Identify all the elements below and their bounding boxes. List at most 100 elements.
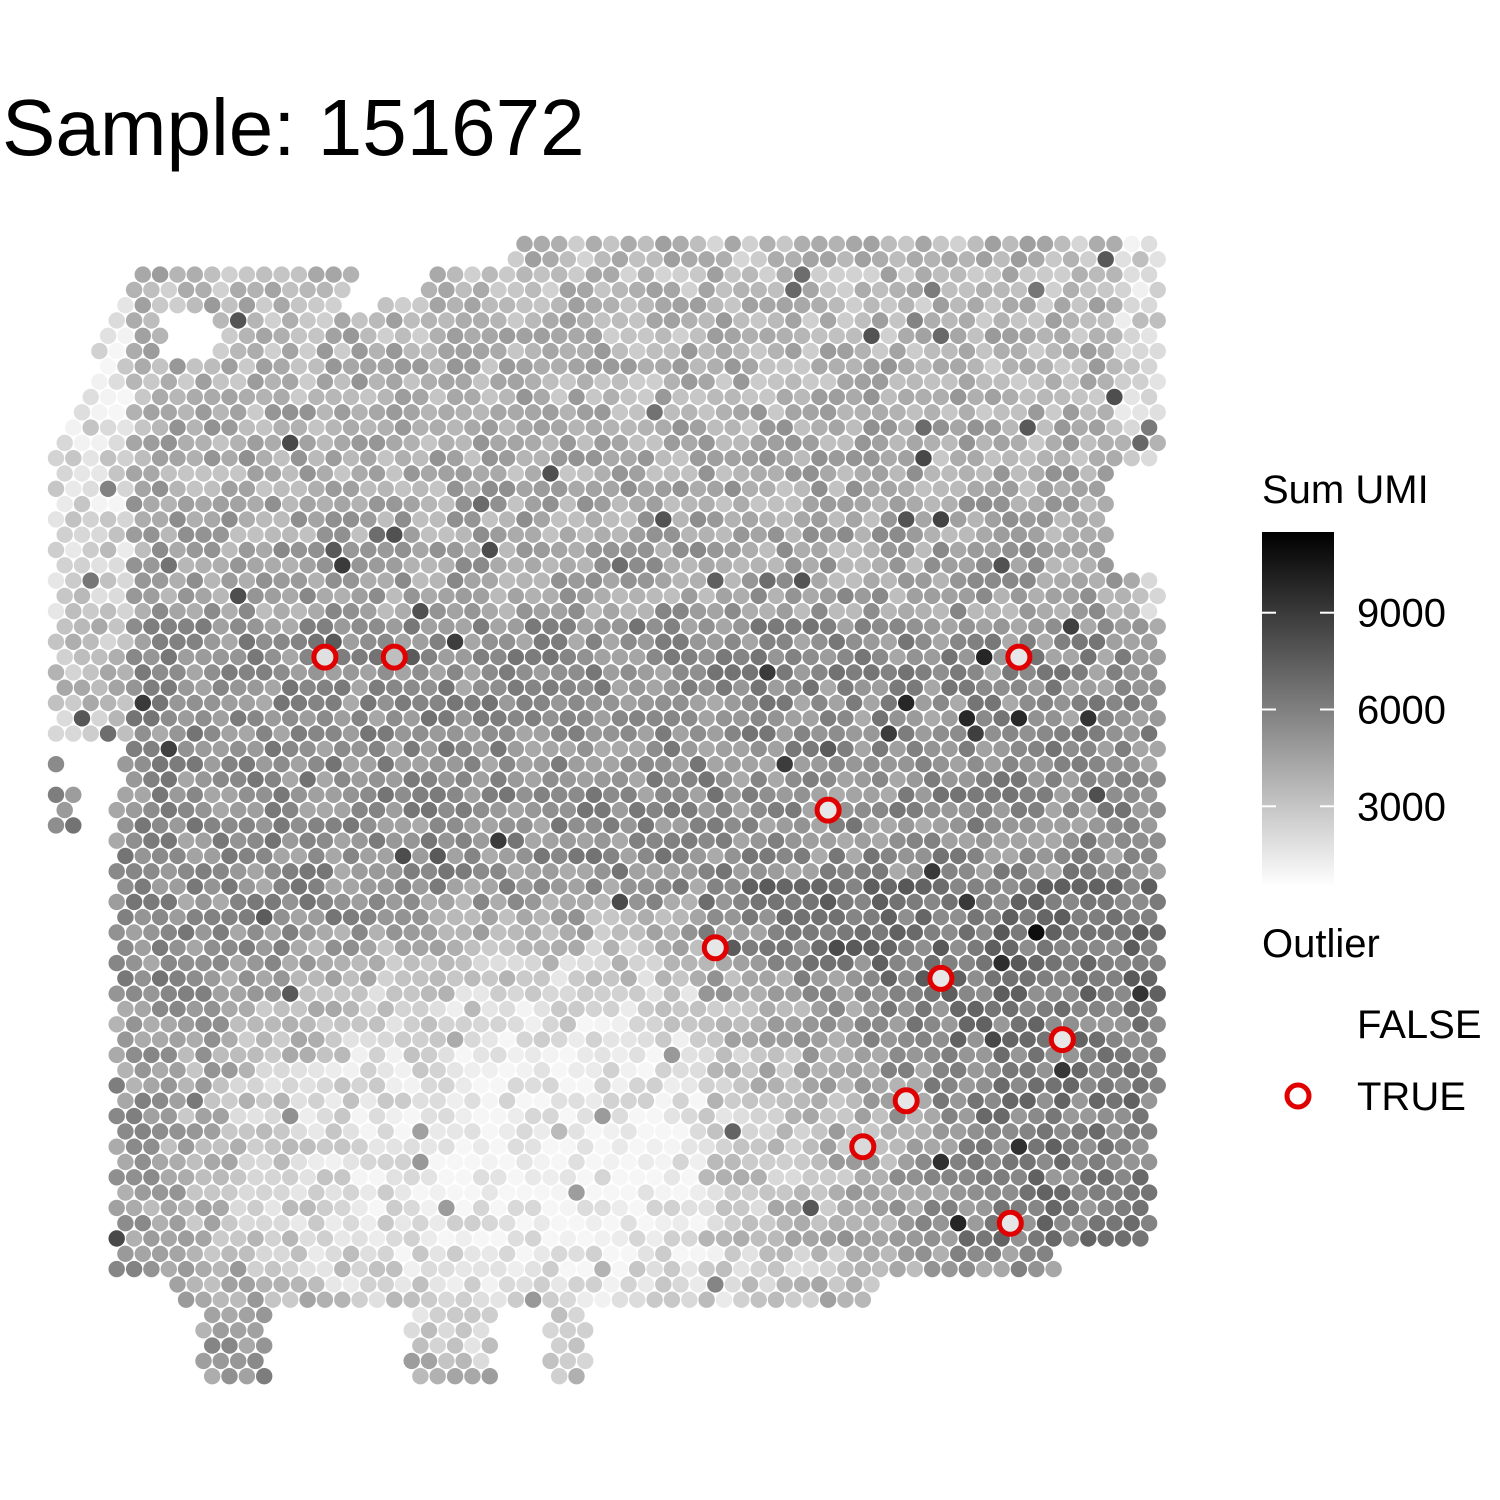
spot xyxy=(1132,893,1149,911)
spot xyxy=(65,725,82,742)
spot xyxy=(1045,832,1062,849)
spot xyxy=(524,1107,542,1125)
spot xyxy=(958,924,976,941)
outlier-spot xyxy=(996,1209,1024,1237)
spot xyxy=(377,511,394,528)
spot xyxy=(559,832,576,849)
spot xyxy=(308,541,325,559)
spot xyxy=(811,1092,828,1110)
spot xyxy=(256,909,273,926)
spot xyxy=(724,1123,741,1140)
spot xyxy=(1019,235,1036,253)
spot xyxy=(394,541,412,559)
spot xyxy=(524,404,542,421)
spot xyxy=(247,1230,264,1247)
spot xyxy=(446,1031,464,1048)
spot xyxy=(1140,1092,1158,1110)
spot xyxy=(915,1123,932,1140)
spot xyxy=(368,1169,386,1186)
spot xyxy=(73,648,91,666)
spot xyxy=(733,342,750,360)
spot xyxy=(1019,939,1036,956)
spot xyxy=(802,985,819,1002)
spot xyxy=(1080,404,1097,421)
spot xyxy=(533,297,550,314)
spot xyxy=(1054,786,1071,803)
spot xyxy=(1071,694,1088,712)
spot xyxy=(1106,266,1123,283)
spot xyxy=(646,281,663,299)
spot xyxy=(1045,251,1062,268)
spot xyxy=(386,740,403,758)
spot xyxy=(611,1138,629,1155)
spot xyxy=(733,251,750,268)
spot xyxy=(264,740,282,758)
spot xyxy=(516,358,533,375)
spot xyxy=(394,1000,412,1018)
spot xyxy=(1036,603,1054,620)
spot xyxy=(160,1138,177,1155)
spot xyxy=(776,297,793,314)
spot xyxy=(863,1215,880,1232)
spot xyxy=(585,756,603,773)
spot xyxy=(906,281,923,299)
spot xyxy=(308,786,325,803)
spot xyxy=(689,847,707,865)
spot xyxy=(143,679,160,696)
spot xyxy=(629,404,646,421)
spot xyxy=(854,924,871,941)
spot xyxy=(646,801,663,819)
spot xyxy=(585,235,603,253)
spot xyxy=(542,893,559,911)
spot xyxy=(976,1199,993,1217)
spot xyxy=(672,756,689,773)
spot xyxy=(238,1184,256,1201)
spot xyxy=(212,954,229,972)
spot xyxy=(950,847,967,865)
spot xyxy=(629,863,646,880)
spot xyxy=(47,572,65,589)
spot xyxy=(551,327,568,344)
spot xyxy=(585,419,603,436)
spot xyxy=(1036,297,1054,314)
spot xyxy=(620,939,637,956)
spot xyxy=(1036,511,1054,528)
spot xyxy=(516,633,533,650)
spot xyxy=(898,694,915,712)
spot xyxy=(811,572,828,589)
spot xyxy=(134,847,151,865)
spot xyxy=(819,1138,837,1155)
spot xyxy=(221,970,238,987)
spot xyxy=(958,373,976,390)
spot xyxy=(958,281,976,299)
spot xyxy=(793,664,811,681)
spot xyxy=(767,1199,785,1217)
spot xyxy=(629,710,646,727)
spot xyxy=(195,404,212,421)
spot xyxy=(603,511,620,528)
spot xyxy=(1114,587,1132,605)
spot xyxy=(785,954,802,972)
spot xyxy=(481,847,498,865)
spot xyxy=(585,1062,603,1079)
spot xyxy=(871,801,889,819)
spot xyxy=(993,404,1010,421)
spot xyxy=(924,924,941,941)
spot xyxy=(1062,771,1080,788)
spot xyxy=(125,679,143,696)
spot xyxy=(611,1230,629,1247)
spot xyxy=(828,939,845,956)
spot xyxy=(498,878,516,895)
spot xyxy=(551,480,568,497)
spot xyxy=(681,495,698,513)
spot xyxy=(282,1107,299,1125)
spot xyxy=(377,1031,394,1048)
spot xyxy=(646,954,663,972)
spot xyxy=(308,603,325,620)
spot xyxy=(793,725,811,742)
spot xyxy=(1045,373,1062,390)
spot xyxy=(290,1184,308,1201)
spot xyxy=(655,1062,672,1079)
spot xyxy=(603,694,620,712)
spot xyxy=(1054,664,1071,681)
